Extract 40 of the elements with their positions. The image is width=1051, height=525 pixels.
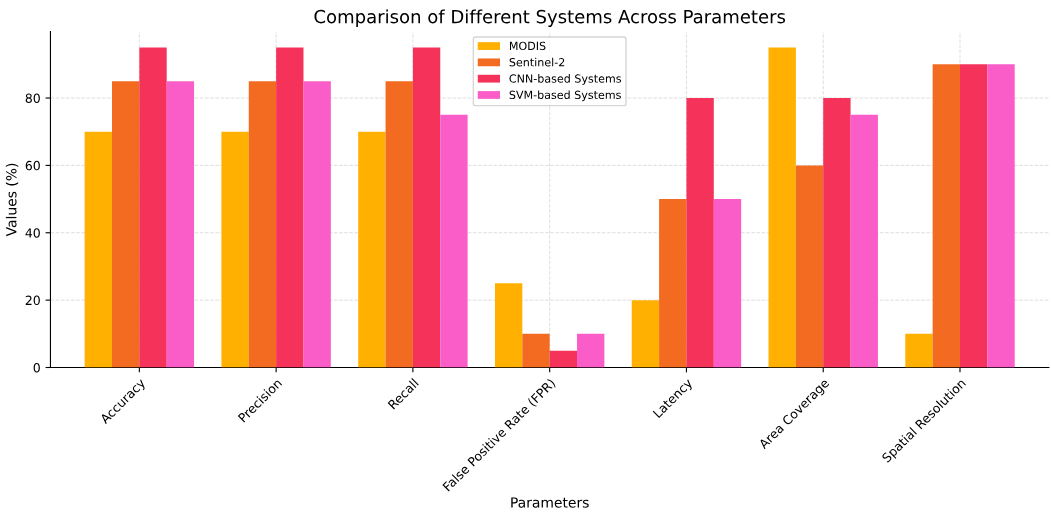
y-tick-label: 60: [25, 160, 40, 171]
bar: [932, 64, 960, 368]
chart-title: Comparison of Different Systems Across Parameters: [314, 9, 786, 27]
bar: [631, 300, 660, 368]
bar: [412, 47, 441, 368]
bar: [303, 81, 331, 368]
bar: [440, 114, 468, 368]
bar: [905, 333, 933, 368]
bar: [659, 199, 687, 368]
bar: [768, 47, 796, 368]
bar: [522, 333, 550, 368]
y-axis-title: Values (%): [5, 163, 19, 237]
bar: [166, 81, 195, 368]
bar: [686, 98, 714, 368]
bar: [276, 47, 304, 368]
bar: [248, 81, 277, 368]
bar: [850, 114, 878, 368]
bar: [549, 350, 578, 368]
legend-label: SVM-based Systems: [509, 90, 621, 102]
bar: [823, 98, 851, 368]
legend-label: CNN-based Systems: [509, 74, 622, 85]
y-tick-label: 20: [25, 295, 40, 306]
bar: [795, 165, 824, 368]
y-tick-label: 80: [25, 93, 40, 103]
legend-label: Sentinel-2: [509, 57, 565, 67]
bar: [139, 47, 167, 368]
bar: [385, 81, 413, 368]
bar: [577, 333, 605, 368]
bar: [112, 81, 140, 368]
bar: [84, 131, 112, 368]
bar: [494, 283, 523, 368]
y-tick-label: 0: [33, 362, 40, 373]
bar: [221, 131, 249, 368]
legend-label: MODIS: [509, 41, 546, 51]
bar: [713, 199, 742, 368]
bar: [987, 64, 1015, 368]
bar: [959, 64, 988, 368]
x-axis-title: Parameters: [511, 497, 589, 508]
y-tick-label: 40: [25, 228, 40, 238]
bar: [358, 131, 386, 368]
